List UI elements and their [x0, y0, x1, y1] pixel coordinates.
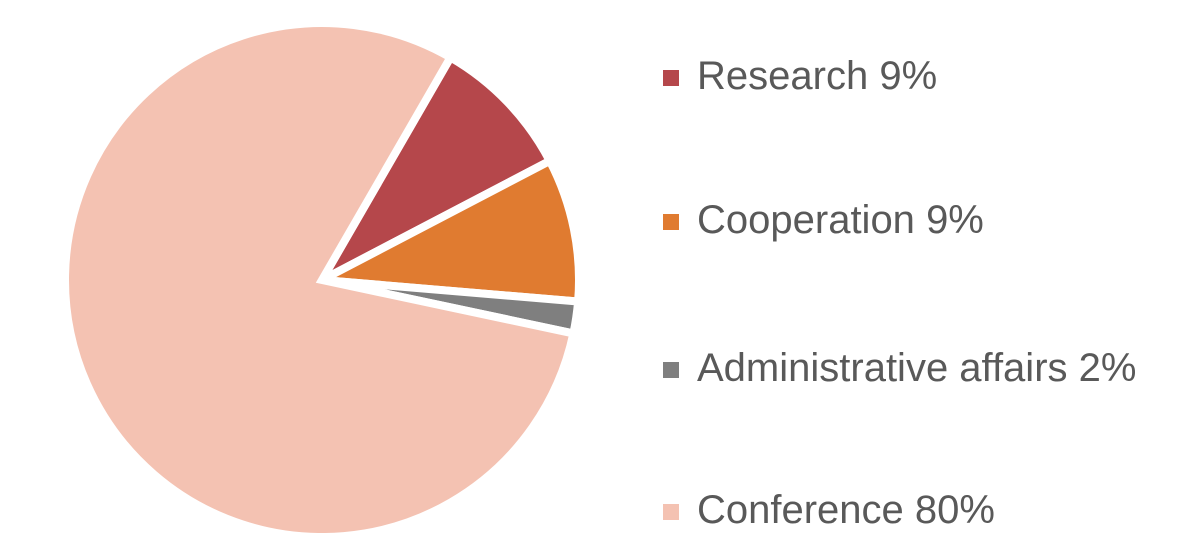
legend-item: Conference 80%	[663, 488, 995, 532]
legend-label: Conference 80%	[697, 488, 995, 532]
legend-swatch	[663, 214, 679, 230]
legend-label: Research 9%	[697, 54, 937, 98]
legend-name: Conference	[697, 488, 904, 532]
legend-name: Research	[697, 54, 868, 98]
legend-item: Research 9%	[663, 54, 937, 98]
legend-item: Administrative affairs 2%	[663, 346, 1136, 390]
legend-swatch	[663, 504, 679, 520]
legend-value: 9%	[879, 54, 937, 98]
legend-value: 80%	[915, 488, 995, 532]
legend-name: Cooperation	[697, 198, 915, 242]
legend-label: Administrative affairs 2%	[697, 346, 1136, 390]
pie-slice	[307, 155, 583, 306]
legend-swatch	[663, 70, 679, 86]
legend-item: Cooperation 9%	[663, 198, 984, 242]
pie-slice	[61, 19, 579, 533]
legend-swatch	[663, 362, 679, 378]
legend-value: 9%	[926, 198, 984, 242]
legend-label: Cooperation 9%	[697, 198, 984, 242]
legend-name: Administrative affairs	[697, 346, 1068, 390]
pie-slice	[311, 51, 556, 290]
legend-value: 2%	[1079, 346, 1137, 390]
